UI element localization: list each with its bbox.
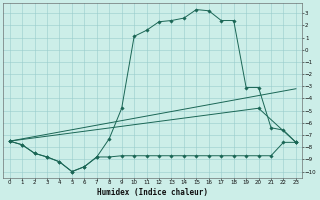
X-axis label: Humidex (Indice chaleur): Humidex (Indice chaleur) xyxy=(97,188,208,197)
